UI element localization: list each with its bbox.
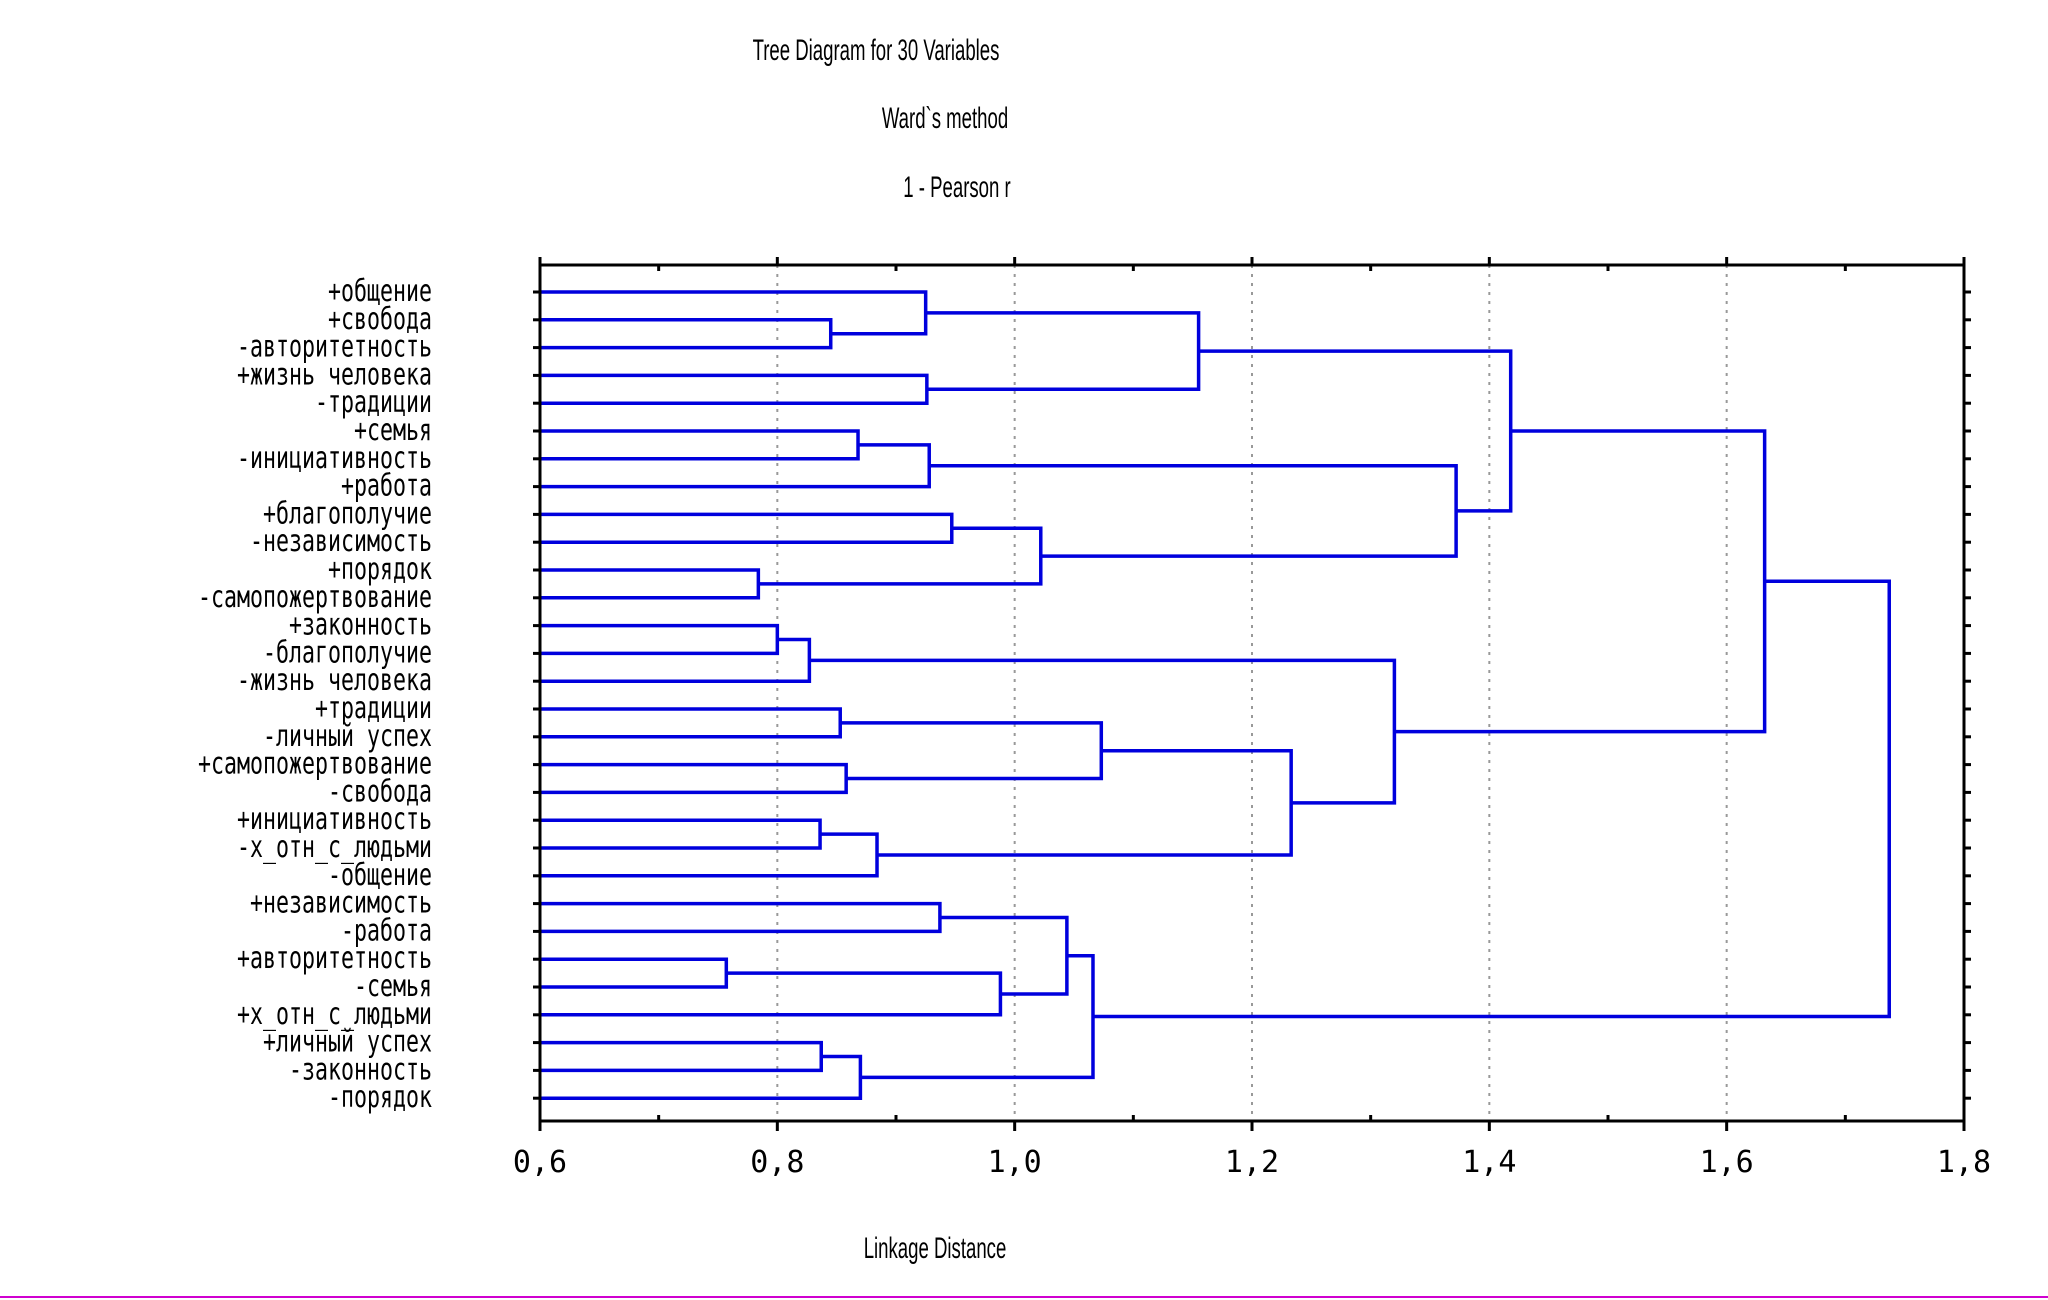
dendrogram-link bbox=[540, 429, 860, 461]
dendrogram-link bbox=[925, 311, 1201, 392]
dendrogram-link bbox=[540, 957, 729, 989]
dendrogram-link bbox=[540, 1040, 823, 1073]
x-tick-label: 0,6 bbox=[513, 1145, 567, 1180]
chart-title: Tree Diagram for 30 Variables bbox=[753, 34, 1000, 68]
dendrogram-link bbox=[840, 721, 1104, 781]
dendrogram-link bbox=[540, 707, 842, 739]
dendrogram-link bbox=[540, 637, 812, 683]
leaf-label: -общение bbox=[328, 858, 432, 892]
leaf-label: -традиции bbox=[315, 386, 432, 420]
dendrogram-link bbox=[540, 318, 833, 350]
dendrogram-link bbox=[540, 762, 848, 795]
dendrogram-link bbox=[540, 512, 954, 544]
dendrogram-link bbox=[540, 568, 761, 600]
leaf-label: +х_отн_с_людьми bbox=[237, 997, 432, 1031]
dendrogram-link bbox=[1198, 349, 1513, 513]
dendrogram-link bbox=[540, 443, 931, 489]
leaf-label: -благополучие bbox=[263, 636, 432, 670]
grid-lines bbox=[776, 265, 1728, 1121]
leaf-label: +инициативность bbox=[237, 803, 432, 837]
leaf-label: +личный успех bbox=[263, 1025, 432, 1059]
dendrogram-link bbox=[758, 526, 1043, 586]
dendrogram-link bbox=[540, 832, 879, 878]
leaf-label: +авторитетность bbox=[237, 942, 432, 976]
leaf-label: +общение bbox=[328, 275, 432, 309]
dendrogram-link bbox=[939, 915, 1069, 996]
dendrogram-link bbox=[540, 1054, 863, 1100]
leaf-label: +свобода bbox=[328, 302, 432, 336]
leaf-label: +семья bbox=[354, 414, 432, 448]
leaf-label: +традиции bbox=[315, 692, 432, 726]
leaf-label: -независимость bbox=[250, 525, 432, 559]
dendrogram-link bbox=[540, 290, 928, 336]
axis-ticks bbox=[533, 257, 1971, 1131]
dendrogram-link bbox=[1092, 579, 1891, 1019]
x-tick-label: 1,4 bbox=[1462, 1145, 1516, 1180]
x-tick-label: 1,0 bbox=[988, 1145, 1042, 1180]
x-tick-label: 0,8 bbox=[750, 1145, 804, 1180]
dendrogram-link bbox=[540, 818, 822, 850]
leaf-label: -личный успех bbox=[263, 719, 432, 753]
x-tick-label: 1,2 bbox=[1225, 1145, 1279, 1180]
leaf-label: -жизнь человека bbox=[237, 664, 432, 698]
dendrogram-link bbox=[540, 623, 780, 656]
leaf-label: -авторитетность bbox=[237, 330, 432, 364]
chart-subtitle-distance: 1 - Pearson r bbox=[903, 171, 1010, 205]
leaf-label: -порядок bbox=[328, 1081, 432, 1115]
chart-subtitle-method: Ward`s method bbox=[882, 102, 1008, 136]
dendrogram-link bbox=[877, 748, 1293, 857]
dendrogram-link bbox=[540, 373, 929, 405]
dendrogram-links bbox=[540, 290, 1891, 1100]
dendrogram-link bbox=[540, 901, 942, 934]
x-axis-label: Linkage Distance bbox=[864, 1232, 1007, 1266]
leaf-label: +порядок bbox=[328, 553, 432, 587]
leaf-label: -х_отн_с_людьми bbox=[237, 831, 432, 865]
leaf-label: -свобода bbox=[328, 775, 432, 809]
x-tick-label: 1,6 bbox=[1700, 1145, 1754, 1180]
x-tick-label: 1,8 bbox=[1937, 1145, 1991, 1180]
leaf-label: +работа bbox=[341, 469, 432, 503]
bottom-border-line bbox=[0, 1296, 2048, 1298]
leaf-label: -законность bbox=[289, 1053, 432, 1087]
leaf-label: -работа bbox=[341, 914, 432, 948]
x-axis-tick-labels: 0,6 0,8 1,0 1,2 1,4 1,6 1,8 bbox=[513, 1145, 1991, 1180]
dendrogram-link bbox=[540, 971, 1003, 1017]
leaf-label: +независимость bbox=[250, 886, 432, 920]
dendrogram-link bbox=[929, 464, 1458, 558]
dendrogram-link bbox=[1394, 429, 1767, 734]
leaf-label: -инициативность bbox=[237, 441, 432, 475]
leaf-label: +законность bbox=[289, 608, 432, 642]
leaf-labels: +общение+свобода-авторитетность+жизнь че… bbox=[198, 275, 432, 1116]
leaf-label: -самопожертвование bbox=[198, 580, 432, 614]
leaf-label: +самопожертвование bbox=[198, 747, 432, 781]
leaf-label: +жизнь человека bbox=[237, 358, 432, 392]
leaf-label: +благополучие bbox=[263, 497, 432, 531]
leaf-label: -семья bbox=[354, 970, 432, 1004]
